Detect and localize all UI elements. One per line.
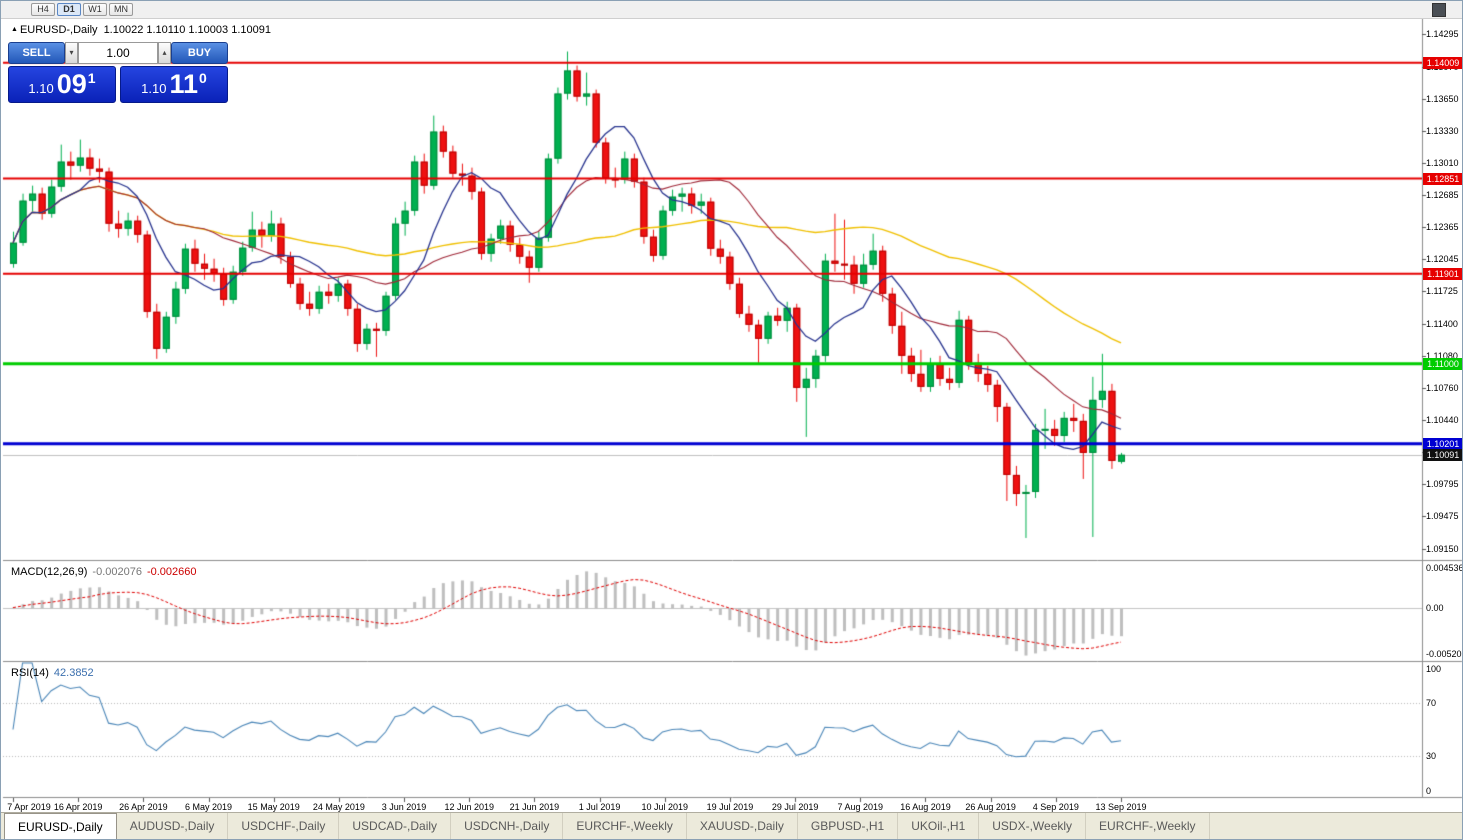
sell-button[interactable]: SELL — [8, 42, 65, 64]
timeframe-button-h4[interactable]: H4 — [31, 3, 55, 16]
symbol-marker-icon: ▲ — [11, 26, 18, 33]
chart-tab[interactable]: USDX-,Weekly — [979, 813, 1087, 839]
chart-tab[interactable]: EURCHF-,Weekly — [563, 813, 687, 839]
buy-price-base: 1.10 — [141, 81, 167, 96]
buy-price-pips: 11 — [169, 69, 199, 99]
volume-input[interactable] — [78, 42, 158, 64]
chart-tab[interactable]: GBPUSD-,H1 — [798, 813, 899, 839]
chart-symbol-label: EURUSD-,Daily — [19, 24, 98, 36]
sell-price-display[interactable]: 1.10 09 1 — [8, 66, 116, 103]
buy-price-display[interactable]: 1.10 11 0 — [120, 66, 228, 103]
volume-up-button[interactable]: ▴ — [158, 42, 171, 64]
top-toolbar: H4 D1 W1 MN — [1, 1, 1462, 19]
chart-tab[interactable]: EURCHF-,Weekly — [1086, 813, 1210, 839]
sell-price-pips: 09 — [56, 69, 87, 99]
chart-tab[interactable]: USDCAD-,Daily — [339, 813, 452, 839]
one-click-trade-panel: SELL ▾ ▴ BUY 1.10 09 1 1.10 11 0 — [8, 42, 228, 103]
chart-tab[interactable]: USDCHF-,Daily — [228, 813, 340, 839]
macd-signal-value: -0.002660 — [146, 566, 197, 578]
window-menu-button[interactable] — [1432, 3, 1446, 17]
sell-price-pipette: 1 — [87, 70, 96, 86]
chart-tab[interactable]: XAUUSD-,Daily — [687, 813, 798, 839]
buy-price-pipette: 0 — [199, 70, 207, 86]
rsi-indicator-label: RSI(14) 42.3852 — [11, 667, 94, 679]
chart-tab[interactable]: AUDUSD-,Daily — [117, 813, 229, 839]
chart-tab[interactable]: USDCNH-,Daily — [451, 813, 564, 839]
buy-button[interactable]: BUY — [171, 42, 228, 64]
timeframe-buttons: H4 D1 W1 MN — [31, 3, 133, 16]
timeframe-button-w1[interactable]: W1 — [83, 3, 107, 16]
rsi-value: 42.3852 — [53, 667, 94, 679]
timeframe-button-d1[interactable]: D1 — [57, 3, 81, 16]
chart-tab[interactable]: EURUSD-,Daily — [4, 813, 117, 839]
volume-down-button[interactable]: ▾ — [65, 42, 78, 64]
chart-tabs-bar: EURUSD-,Daily AUDUSD-,Daily USDCHF-,Daily U… — [1, 812, 1462, 839]
rsi-label-text: RSI(14) — [11, 667, 49, 679]
sell-price-base: 1.10 — [28, 81, 54, 96]
macd-label-text: MACD(12,26,9) — [11, 566, 88, 578]
chart-title: ▲ EURUSD-,Daily 1.10022 1.10110 1.10003 1.… — [11, 24, 271, 36]
chart-tab[interactable]: UKOil-,H1 — [898, 813, 980, 839]
macd-indicator-label: MACD(12,26,9) -0.002076 -0.002660 — [11, 566, 197, 578]
timeframe-button-mn[interactable]: MN — [109, 3, 133, 16]
macd-main-value: -0.002076 — [92, 566, 142, 578]
chart-ohlc-values: 1.10022 1.10110 1.10003 1.10091 — [103, 24, 271, 36]
